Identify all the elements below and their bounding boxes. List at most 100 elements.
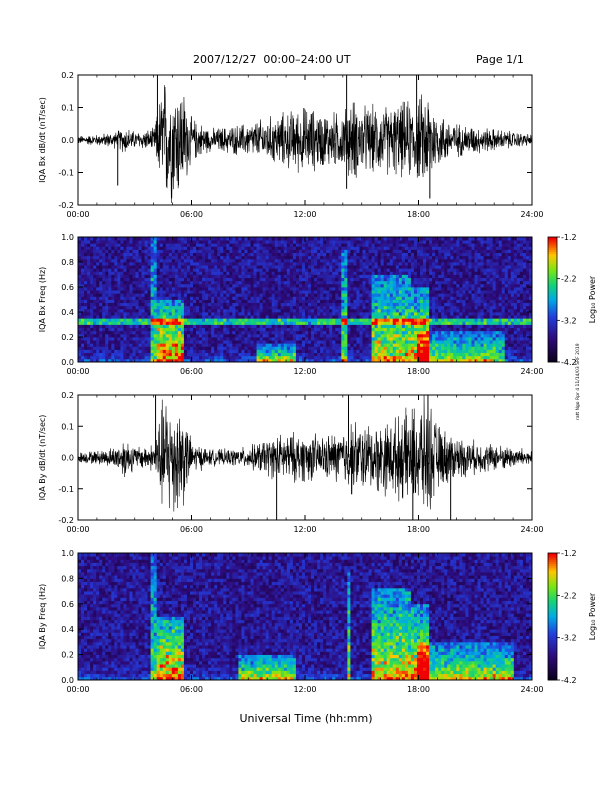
spectrogram-cell [111, 343, 115, 347]
spectrogram-cell [247, 274, 251, 279]
spectrogram-cell [196, 240, 200, 244]
spectrogram-cell [93, 280, 97, 285]
spectrogram-cell [362, 343, 366, 347]
spectrogram-cell [244, 358, 248, 363]
spectrogram-cell [268, 296, 273, 300]
spectrogram-cell [277, 327, 282, 332]
spectrogram-cell [253, 287, 257, 291]
spectrogram-cell [389, 349, 394, 354]
spectrogram-cell [168, 274, 173, 279]
spectrogram-cell [171, 255, 176, 260]
spectrogram-cell [368, 337, 372, 341]
spectrogram-cell [199, 252, 203, 257]
spectrogram-cell [392, 255, 397, 260]
spectrogram-cell [289, 302, 294, 307]
spectrogram-cell [404, 255, 409, 260]
spectrogram-cell [168, 321, 173, 325]
spectrogram-cell [320, 355, 324, 360]
spectrogram-cell [398, 318, 403, 322]
spectrogram-cell [156, 237, 161, 241]
spectrogram-cell [368, 358, 372, 363]
spectrogram-cell [365, 283, 369, 288]
spectrogram-cell [420, 274, 424, 279]
spectrogram-cell [389, 305, 394, 310]
spectrogram-cell [99, 321, 103, 325]
spectrogram-cell [208, 283, 212, 288]
spectrogram-cell [410, 258, 415, 263]
spectrogram-cell [81, 343, 85, 347]
spectrogram-cell [244, 312, 248, 316]
spectrogram-cell [150, 324, 155, 329]
spectrogram-cell [374, 296, 379, 300]
spectrogram-cell [410, 268, 415, 272]
spectrogram-cell [96, 318, 100, 322]
spectrogram-cell [344, 346, 348, 350]
spectrogram-cell [208, 327, 212, 332]
spectrogram-cell [314, 252, 318, 257]
spectrogram-cell [153, 265, 158, 269]
spectrogram-cell [135, 293, 139, 297]
spectrogram-cell [338, 346, 342, 350]
spectrogram-cell [129, 352, 133, 357]
spectrogram-cell [438, 280, 442, 285]
spectrogram-cell [301, 346, 306, 350]
spectrogram-cell [256, 349, 260, 354]
spectrogram-cell [229, 346, 233, 350]
spectrogram-cell [259, 268, 264, 272]
spectrogram-cell [410, 290, 415, 294]
spectrogram-cell [105, 337, 109, 341]
spectrogram-cell [211, 355, 215, 360]
spectrogram-cell [123, 293, 127, 297]
spectrogram-cell [96, 265, 100, 269]
spectrogram-cell [84, 327, 88, 332]
spectrogram-cell [350, 358, 354, 363]
spectrogram-cell [256, 315, 260, 319]
spectrogram-cell [289, 324, 294, 329]
spectrogram-cell [438, 305, 442, 310]
spectrogram-cell [84, 305, 88, 310]
spectrogram-cell [171, 249, 176, 254]
spectrogram-cell [320, 243, 324, 247]
spectrogram-cell [359, 346, 363, 350]
spectrogram-cell [244, 268, 248, 272]
spectrogram-cell [226, 324, 230, 329]
spectrogram-cell [407, 277, 412, 282]
spectrogram-cell [332, 290, 336, 294]
spectrogram-cell [317, 296, 321, 300]
spectrogram-cell [383, 318, 388, 322]
spectrogram-cell [380, 358, 385, 363]
spectrogram-cell [341, 265, 345, 269]
spectrogram-cell [295, 255, 300, 260]
spectrogram-cell [90, 321, 94, 325]
spectrogram-cell [335, 346, 339, 350]
spectrogram-cell [171, 305, 176, 310]
spectrogram-cell [308, 240, 312, 244]
spectrogram-cell [250, 240, 254, 244]
spectrogram-cell [226, 277, 230, 282]
spectrogram-cell [165, 349, 170, 354]
spectrogram-cell [223, 252, 227, 257]
spectrogram-cell [344, 352, 348, 357]
spectrogram-cell [308, 287, 312, 291]
spectrogram-cell [253, 283, 257, 288]
spectrogram-cell [314, 352, 318, 357]
spectrogram-cell [259, 290, 264, 294]
spectrogram-cell [423, 312, 427, 316]
spectrogram-cell [108, 358, 112, 363]
spectrogram-cell [347, 315, 351, 319]
spectrogram-cell [389, 327, 394, 332]
spectrogram-cell [244, 265, 248, 269]
spectrogram-cell [401, 327, 406, 332]
spectrogram-cell [380, 287, 385, 291]
spectrogram-cell [423, 308, 427, 313]
spectrogram-cell [383, 283, 388, 288]
spectrogram-cell [438, 349, 442, 354]
spectrogram-cell [380, 255, 385, 260]
spectrogram-cell [108, 287, 112, 291]
spectrogram-cell [298, 327, 303, 332]
spectrogram-cell [426, 321, 430, 325]
spectrogram-cell [429, 343, 433, 347]
spectrogram-cell [132, 293, 136, 297]
spectrogram-cell [359, 340, 363, 344]
spectrogram-cell [214, 262, 218, 266]
